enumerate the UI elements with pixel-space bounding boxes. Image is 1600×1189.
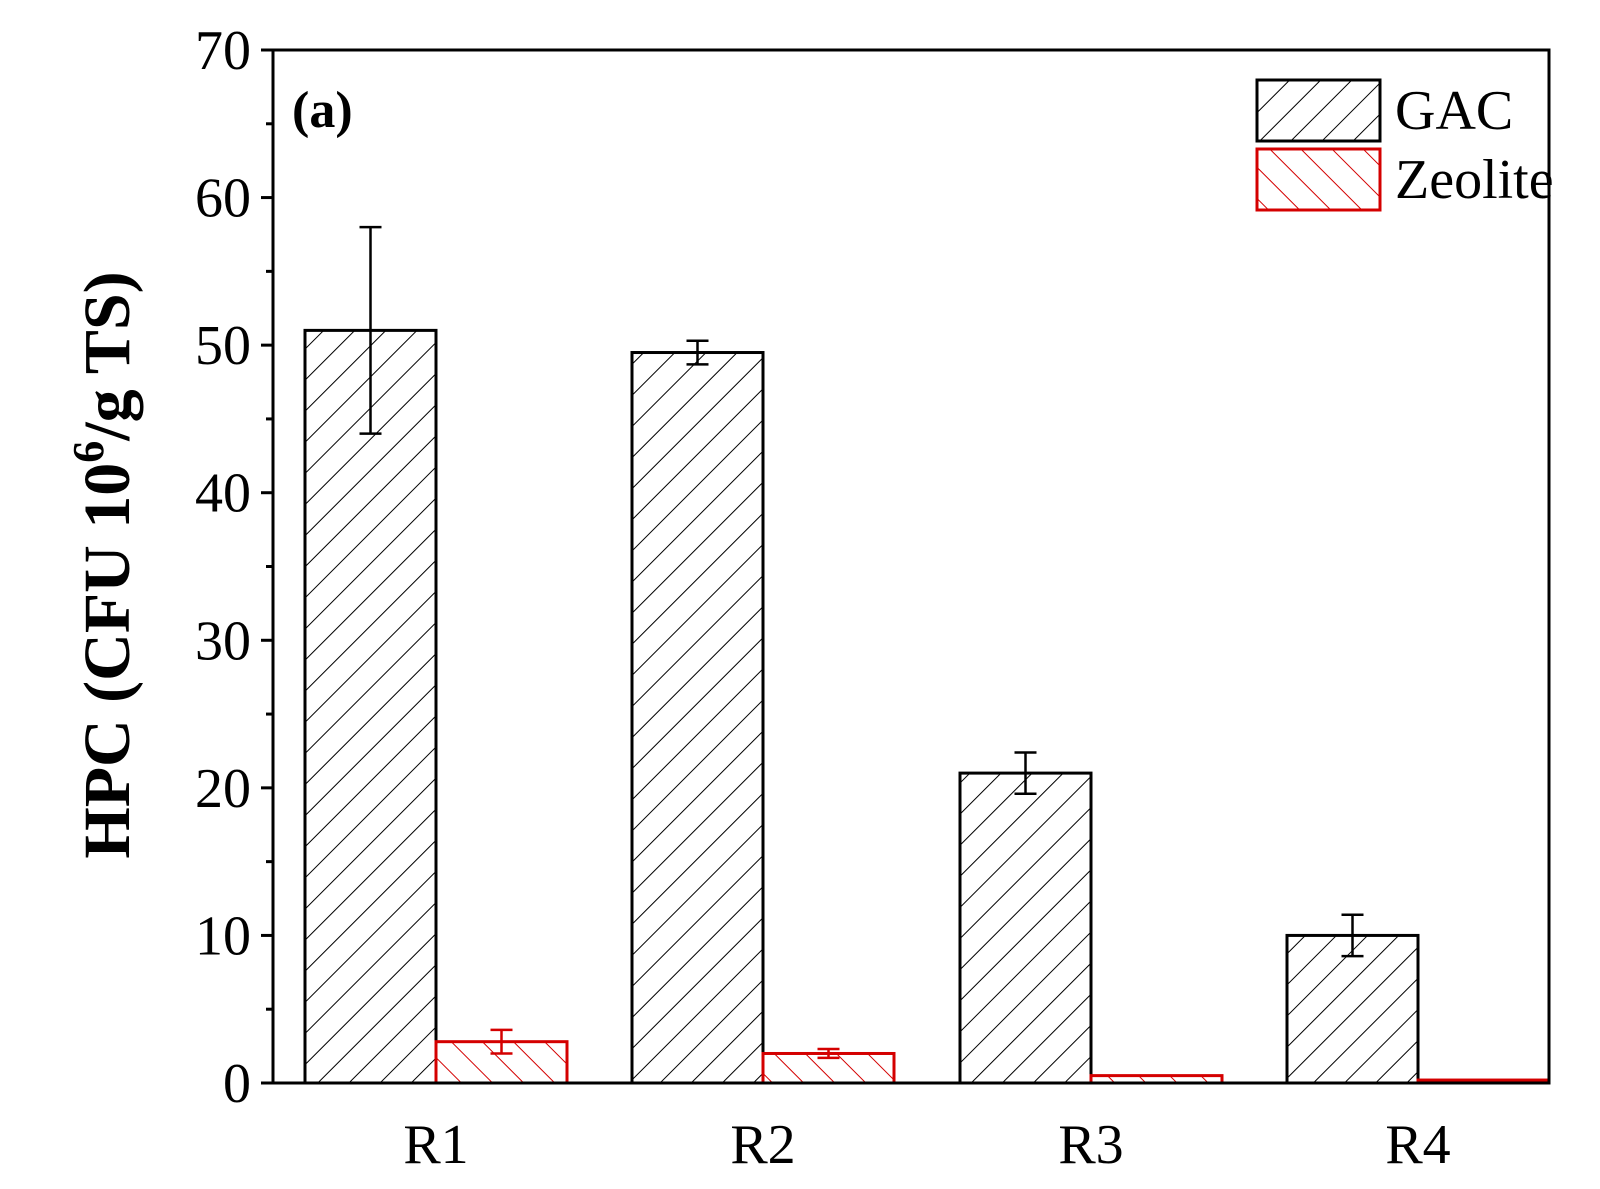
x-tick-label-r4: R4 <box>1385 1114 1450 1176</box>
legend-swatch-gac <box>1255 78 1382 143</box>
y-tick-label-0: 0 <box>223 1053 251 1115</box>
y-tick-label-60: 60 <box>195 168 251 230</box>
y-axis-label-main: HPC (CFU 10 <box>71 463 144 859</box>
legend-label-zeolite: Zeolite <box>1395 149 1554 211</box>
x-tick-label-r2: R2 <box>730 1114 795 1176</box>
y-tick-label-70: 70 <box>195 20 251 82</box>
legend-label-gac: GAC <box>1395 80 1513 142</box>
x-tick-label-r1: R1 <box>403 1114 468 1176</box>
bar-gac-r2 <box>630 351 765 1085</box>
y-tick-label-20: 20 <box>195 758 251 820</box>
y-tick-label-40: 40 <box>195 463 251 525</box>
panel-label: (a) <box>292 82 353 139</box>
y-tick-label-50: 50 <box>195 315 251 377</box>
bar-gac-r1 <box>303 328 438 1085</box>
y-axis-label-superscript: 6 <box>64 441 113 463</box>
bar-gac-r4 <box>1285 933 1420 1085</box>
bar-gac-r3 <box>958 771 1093 1085</box>
legend-swatch-zeolite <box>1255 147 1382 212</box>
y-axis-label-tail: /g TS) <box>71 271 144 441</box>
x-tick-label-r3: R3 <box>1058 1114 1123 1176</box>
y-tick-label-30: 30 <box>195 610 251 672</box>
y-tick-label-10: 10 <box>195 905 251 967</box>
y-axis-label: HPC (CFU 106/g TS) <box>64 271 144 858</box>
